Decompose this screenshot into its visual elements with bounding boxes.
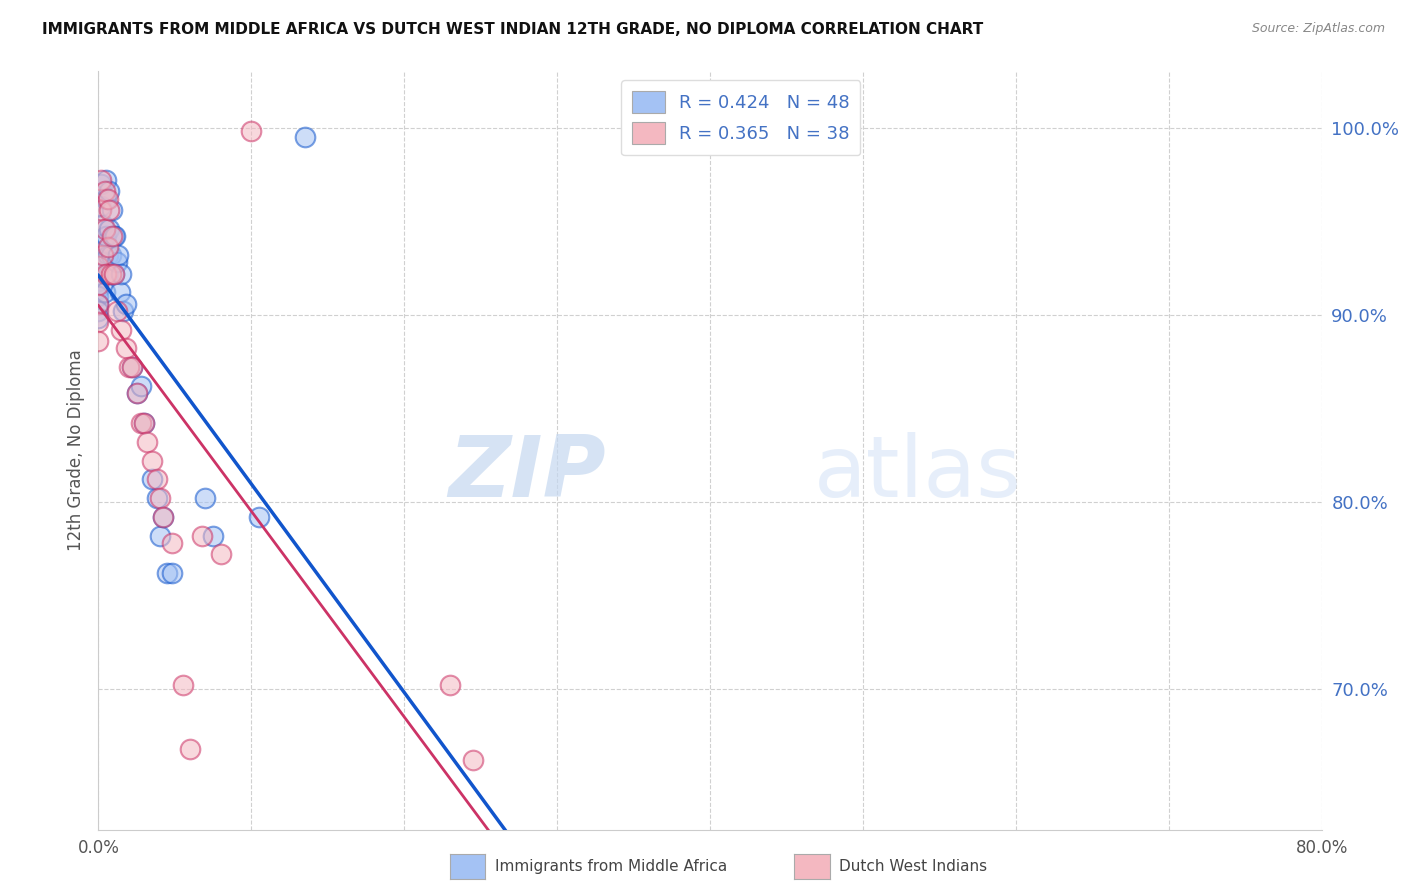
Point xyxy=(90,199,112,213)
Point xyxy=(129,379,152,393)
Point xyxy=(160,536,183,550)
Point xyxy=(439,678,461,692)
Text: IMMIGRANTS FROM MIDDLE AFRICA VS DUTCH WEST INDIAN 12TH GRADE, NO DIPLOMA CORREL: IMMIGRANTS FROM MIDDLE AFRICA VS DUTCH W… xyxy=(42,22,983,37)
Point xyxy=(87,244,110,258)
Point xyxy=(91,248,114,262)
Point xyxy=(240,124,263,138)
Text: Immigrants from Middle Africa: Immigrants from Middle Africa xyxy=(495,859,727,873)
Point xyxy=(125,386,148,401)
Point xyxy=(97,192,120,206)
Point xyxy=(97,267,120,281)
Point xyxy=(93,221,115,235)
Point xyxy=(91,255,114,269)
Point xyxy=(160,566,183,580)
Point xyxy=(98,184,121,198)
Point xyxy=(101,202,124,217)
Point xyxy=(87,252,110,266)
Point xyxy=(87,259,110,273)
Point xyxy=(90,173,112,187)
Point xyxy=(141,473,163,487)
Point xyxy=(87,259,110,273)
Point xyxy=(461,753,484,767)
Point xyxy=(202,528,225,542)
Point xyxy=(87,296,110,310)
Point xyxy=(90,202,112,217)
Point xyxy=(156,566,179,580)
Point xyxy=(87,334,110,348)
Point xyxy=(94,229,117,244)
Point xyxy=(93,285,115,300)
Point xyxy=(87,296,110,310)
Point xyxy=(110,267,132,281)
Text: Dutch West Indians: Dutch West Indians xyxy=(839,859,987,873)
Point xyxy=(152,510,174,524)
Text: ZIP: ZIP xyxy=(449,432,606,515)
Point xyxy=(94,192,117,206)
Point xyxy=(118,360,141,375)
Point xyxy=(103,229,125,244)
Point xyxy=(103,267,125,281)
Point xyxy=(94,267,117,281)
Point xyxy=(134,417,156,431)
Point xyxy=(145,491,167,506)
Point xyxy=(136,435,159,450)
Point xyxy=(152,510,174,524)
Point xyxy=(97,240,120,254)
Point xyxy=(104,229,127,244)
Point xyxy=(100,248,122,262)
Point xyxy=(94,173,117,187)
Point xyxy=(121,360,143,375)
Point xyxy=(129,417,152,431)
Point xyxy=(179,742,201,756)
Point xyxy=(194,491,217,506)
Point xyxy=(87,277,110,292)
Point xyxy=(105,255,128,269)
Point xyxy=(87,289,110,303)
Point xyxy=(87,274,110,288)
Point xyxy=(103,267,125,281)
Point xyxy=(145,473,167,487)
Point xyxy=(105,304,128,318)
Point xyxy=(91,218,114,232)
Y-axis label: 12th Grade, No Diploma: 12th Grade, No Diploma xyxy=(66,350,84,551)
Point xyxy=(91,236,114,251)
Point xyxy=(98,202,121,217)
Legend: R = 0.424   N = 48, R = 0.365   N = 38: R = 0.424 N = 48, R = 0.365 N = 38 xyxy=(621,80,860,155)
Point xyxy=(97,248,120,262)
Point xyxy=(172,678,194,692)
Point xyxy=(87,311,110,326)
Point xyxy=(111,304,134,318)
Text: Source: ZipAtlas.com: Source: ZipAtlas.com xyxy=(1251,22,1385,36)
Point xyxy=(247,510,270,524)
Point xyxy=(294,129,316,144)
Point xyxy=(125,386,148,401)
Point xyxy=(90,177,112,191)
Point xyxy=(134,417,156,431)
Point xyxy=(191,528,214,542)
Point xyxy=(108,285,131,300)
Point xyxy=(149,528,172,542)
Point xyxy=(121,360,143,375)
Point xyxy=(110,323,132,337)
Point xyxy=(101,229,124,244)
Point xyxy=(141,454,163,468)
Point xyxy=(87,281,110,295)
Point xyxy=(93,184,115,198)
Point xyxy=(115,342,138,356)
Point xyxy=(115,296,138,310)
Text: atlas: atlas xyxy=(814,432,1022,515)
Point xyxy=(149,491,172,506)
Point xyxy=(209,547,232,561)
Point xyxy=(87,304,110,318)
Point xyxy=(87,267,110,281)
Point xyxy=(107,248,129,262)
Point xyxy=(100,267,122,281)
Point xyxy=(87,315,110,329)
Point xyxy=(98,221,121,235)
